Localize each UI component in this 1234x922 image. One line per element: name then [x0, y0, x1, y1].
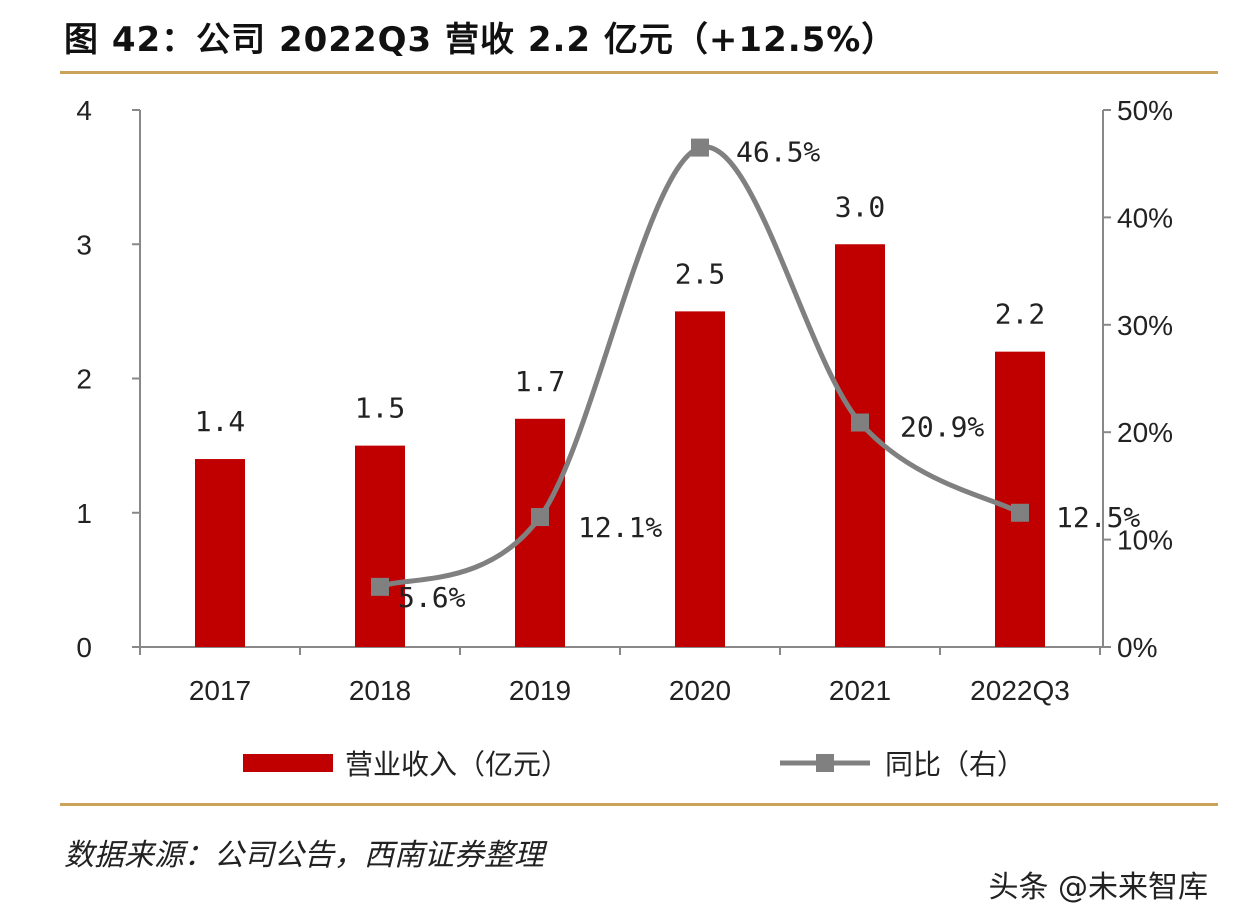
right-tick-label: 30% — [1117, 310, 1173, 341]
right-tick-label: 40% — [1117, 202, 1173, 233]
legend-line-marker — [816, 754, 834, 772]
x-tick-label: 2019 — [509, 675, 571, 706]
legend-line-label: 同比（右） — [885, 748, 1025, 781]
bar — [355, 445, 405, 647]
line-data-label: 46.5% — [736, 136, 820, 169]
bottom-divider — [60, 803, 1218, 806]
bar-data-label: 2.2 — [995, 298, 1046, 331]
chart-title: 图 42：公司 2022Q3 营收 2.2 亿元（+12.5%） — [64, 20, 897, 60]
line-marker — [851, 413, 869, 432]
right-tick-label: 50% — [1117, 95, 1173, 126]
line-marker — [1011, 503, 1029, 522]
legend-bar-swatch — [243, 754, 333, 772]
left-tick-label: 0 — [76, 632, 92, 663]
left-tick-label: 1 — [76, 498, 92, 529]
top-divider — [60, 71, 1218, 74]
bar-data-label: 2.5 — [675, 257, 726, 290]
x-tick-label: 2020 — [669, 675, 731, 706]
bar-data-label: 1.7 — [515, 365, 566, 398]
x-tick-label: 2022Q3 — [970, 675, 1070, 706]
source-note: 数据来源：公司公告，西南证券整理 — [64, 838, 544, 873]
line-marker — [531, 508, 549, 527]
legend-bar-label: 营业收入（亿元） — [345, 748, 569, 781]
line-marker — [691, 138, 709, 157]
x-tick-label: 2018 — [349, 675, 411, 706]
x-tick-label: 2021 — [829, 675, 891, 706]
bar — [515, 418, 565, 647]
line-data-label: 20.9% — [900, 411, 984, 444]
bar — [995, 351, 1045, 647]
watermark: 头条 @未来智库 — [988, 870, 1208, 905]
left-tick-label: 3 — [76, 229, 92, 260]
right-tick-label: 20% — [1117, 417, 1173, 448]
bar — [835, 244, 885, 647]
right-tick-label: 0% — [1117, 632, 1157, 663]
bar-data-label: 3.0 — [835, 190, 886, 223]
bar-data-label: 1.4 — [195, 405, 246, 438]
line-data-label: 12.1% — [578, 511, 662, 544]
line-marker — [371, 577, 389, 596]
bar-data-label: 1.5 — [355, 392, 406, 425]
bar — [195, 459, 245, 647]
x-tick-label: 2017 — [189, 675, 251, 706]
line-data-label: 12.5% — [1056, 501, 1140, 534]
right-tick-label: 10% — [1117, 525, 1173, 556]
left-tick-label: 2 — [76, 364, 92, 395]
line-data-label: 5.6% — [398, 581, 466, 614]
bar — [675, 311, 725, 647]
left-tick-label: 4 — [76, 95, 92, 126]
